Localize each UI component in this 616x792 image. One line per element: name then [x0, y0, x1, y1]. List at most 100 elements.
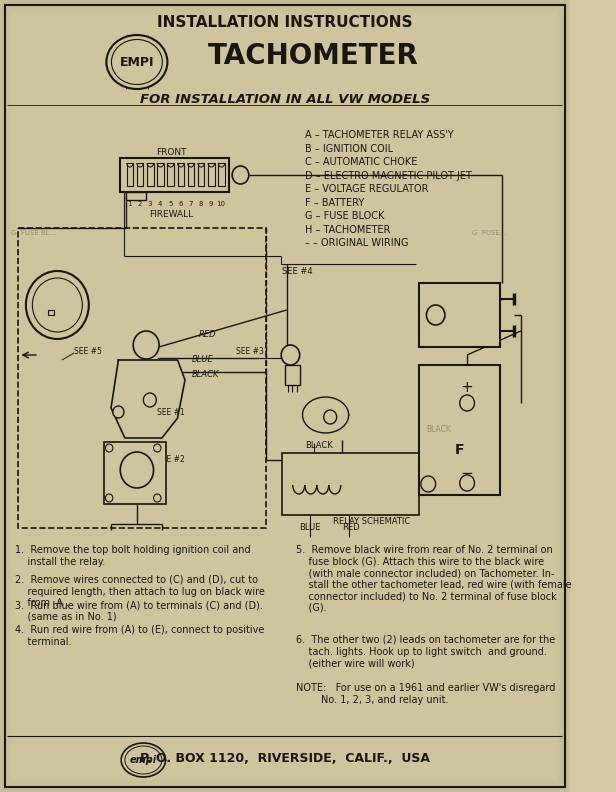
Circle shape [324, 410, 337, 424]
Text: – – ORIGINAL WIRING: – – ORIGINAL WIRING [306, 238, 409, 248]
Circle shape [144, 393, 156, 407]
Polygon shape [302, 397, 349, 433]
Text: NOTE:   For use on a 1961 and earlier VW's disregard
        No. 1, 2, 3, and re: NOTE: For use on a 1961 and earlier VW's… [296, 683, 556, 705]
Text: A: A [142, 340, 150, 350]
Text: 5: 5 [168, 201, 172, 207]
Text: 2: 2 [137, 201, 142, 207]
Text: F: F [455, 443, 464, 457]
Circle shape [113, 406, 124, 418]
Bar [208, 163, 214, 186]
Text: SEE #1: SEE #1 [157, 408, 185, 417]
Bar [127, 163, 133, 186]
Bar [285, 365, 300, 385]
Text: 8: 8 [198, 201, 203, 207]
Text: 6: 6 [178, 201, 182, 207]
Text: TACHOMETER: TACHOMETER [208, 42, 419, 70]
Bar [120, 158, 229, 192]
Circle shape [153, 494, 161, 502]
Text: B – IGNITION COIL: B – IGNITION COIL [306, 143, 394, 154]
Text: INSTALLATION INSTRUCTIONS: INSTALLATION INSTRUCTIONS [157, 15, 413, 30]
Circle shape [120, 452, 153, 488]
Text: 6.  The other two (2) leads on tachometer are for the
    tach. lights. Hook up : 6. The other two (2) leads on tachometer… [296, 635, 555, 668]
Circle shape [460, 475, 474, 491]
Text: 1.  Remove the top bolt holding ignition coil and
    install the relay.: 1. Remove the top bolt holding ignition … [15, 545, 251, 566]
Text: 2.  Remove wires connected to (C) and (D), cut to
    required length, then atta: 2. Remove wires connected to (C) and (D)… [15, 575, 265, 608]
Text: 9: 9 [209, 201, 213, 207]
Text: F – BATTERY: F – BATTERY [306, 197, 365, 208]
Text: 3: 3 [148, 201, 152, 207]
Circle shape [460, 395, 474, 411]
Text: 3.  Run blue wire from (A) to terminals (C) and (D).
    (same as in No. 1): 3. Run blue wire from (A) to terminals (… [15, 600, 262, 622]
Text: A – TACHOMETER RELAY ASS'Y: A – TACHOMETER RELAY ASS'Y [306, 130, 454, 140]
Text: RED: RED [199, 330, 216, 339]
Text: FRONT: FRONT [156, 148, 187, 157]
Text: D: D [326, 413, 334, 421]
Text: BLACK: BLACK [426, 425, 452, 434]
Text: BLUE: BLUE [299, 523, 320, 532]
Bar [218, 163, 225, 186]
Circle shape [33, 278, 83, 332]
Bar [137, 163, 144, 186]
Text: BLUE: BLUE [192, 355, 213, 364]
Text: 1: 1 [128, 201, 132, 207]
Bar [157, 163, 164, 186]
Polygon shape [111, 360, 185, 438]
Bar [18, 228, 266, 528]
Text: BLACK: BLACK [192, 370, 219, 379]
Bar [198, 163, 205, 186]
Circle shape [281, 345, 300, 365]
Circle shape [421, 476, 436, 492]
Bar [48, 310, 54, 315]
Text: G  FUSE...: G FUSE... [472, 230, 506, 236]
Circle shape [26, 271, 89, 339]
Bar [103, 442, 166, 504]
Bar [177, 163, 184, 186]
Text: P. O. BOX 1120,  RIVERSIDE,  CALIF.,  USA: P. O. BOX 1120, RIVERSIDE, CALIF., USA [140, 752, 430, 765]
Circle shape [105, 444, 113, 452]
Text: 5.  Remove black wire from rear of No. 2 terminal on
    fuse block (G). Attach : 5. Remove black wire from rear of No. 2 … [296, 545, 572, 613]
Text: empi: empi [130, 755, 157, 765]
Text: FOR INSTALLATION IN ALL VW MODELS: FOR INSTALLATION IN ALL VW MODELS [140, 93, 430, 106]
Text: H: H [54, 287, 65, 299]
Bar [282, 453, 419, 515]
Text: BLACK: BLACK [306, 441, 333, 450]
Text: C – AUTOMATIC CHOKE: C – AUTOMATIC CHOKE [306, 157, 418, 167]
Text: O: O [423, 482, 430, 491]
Text: −: − [461, 466, 474, 481]
Circle shape [426, 305, 445, 325]
Text: SEE #5: SEE #5 [74, 347, 102, 356]
Text: G: G [147, 395, 153, 405]
Bar [126, 192, 146, 200]
Circle shape [105, 494, 113, 502]
Text: RELAY SCHEMATIC: RELAY SCHEMATIC [333, 517, 410, 526]
Text: G: G [237, 170, 245, 180]
Text: 4.  Run red wire from (A) to (E), connect to positive
    terminal.: 4. Run red wire from (A) to (E), connect… [15, 625, 264, 646]
Ellipse shape [107, 35, 168, 89]
Text: SEE #2: SEE #2 [157, 455, 185, 464]
Text: 4: 4 [158, 201, 162, 207]
Text: E: E [432, 310, 439, 320]
Text: FIREWALL: FIREWALL [149, 210, 193, 219]
Text: +: + [461, 379, 474, 394]
Text: 7: 7 [188, 201, 193, 207]
Text: EMPI: EMPI [120, 55, 154, 68]
Text: D – ELECTRO MAGNETIC PILOT JET: D – ELECTRO MAGNETIC PILOT JET [306, 170, 472, 181]
Text: C: C [287, 350, 294, 360]
Bar [419, 365, 500, 495]
Bar [168, 163, 174, 186]
Circle shape [232, 166, 249, 184]
Circle shape [133, 331, 159, 359]
Text: 10: 10 [217, 201, 225, 207]
Text: H – TACHOMETER: H – TACHOMETER [306, 224, 391, 234]
Bar [188, 163, 194, 186]
Text: SEE #4: SEE #4 [282, 267, 313, 276]
Text: G – FUSE BLOCK: G – FUSE BLOCK [306, 211, 384, 221]
Text: E – VOLTAGE REGULATOR: E – VOLTAGE REGULATOR [306, 184, 429, 194]
Bar [147, 163, 153, 186]
Text: B: B [132, 465, 141, 475]
Ellipse shape [121, 743, 166, 777]
Text: RED: RED [342, 523, 360, 532]
Circle shape [153, 444, 161, 452]
Bar [419, 283, 500, 347]
Text: SEE #3: SEE #3 [236, 347, 264, 356]
